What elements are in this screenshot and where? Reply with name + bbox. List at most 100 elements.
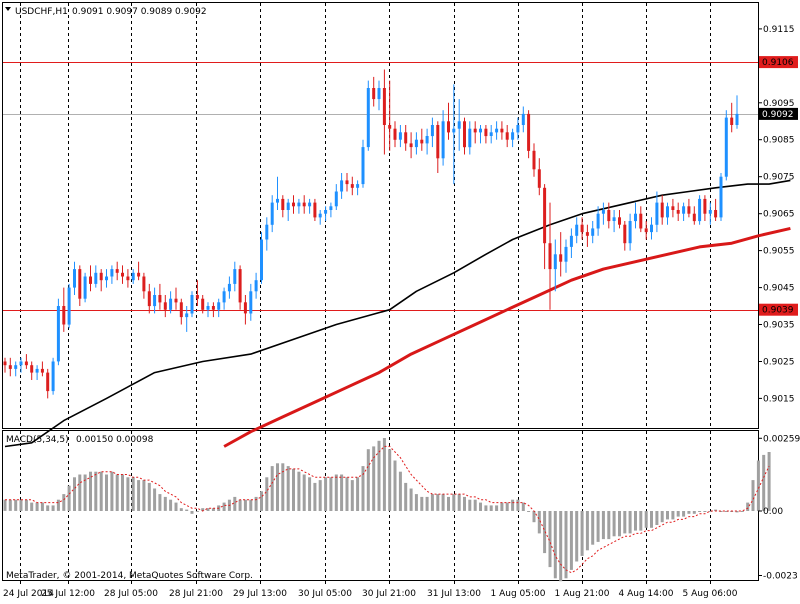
candle-body: [30, 365, 34, 373]
macd-bar: [24, 499, 28, 511]
candle-body: [564, 246, 568, 262]
candle-body: [671, 206, 675, 210]
macd-bar: [169, 499, 173, 511]
macd-bar: [447, 496, 450, 511]
macd-signal-line: [5, 445, 770, 574]
candle-body: [714, 210, 718, 218]
candle-body: [585, 232, 589, 236]
candle-body: [302, 202, 306, 207]
price-line-badge: [759, 56, 798, 69]
macd-bar: [105, 474, 108, 511]
macd-axis: 0.00259 0.00 -0.0023: [758, 434, 800, 582]
macd-bar: [356, 477, 360, 511]
moving-averages: [4, 179, 791, 448]
time-label: 28 Jul 21:00: [169, 589, 223, 599]
macd-bar: [8, 499, 12, 511]
macd-bar: [313, 482, 317, 511]
candle-body: [243, 302, 247, 314]
macd-bar: [3, 499, 7, 511]
candle-body: [222, 291, 226, 303]
macd-bar: [19, 499, 23, 511]
candle-body: [73, 269, 76, 288]
time-label: 28 Jul 05:00: [104, 589, 158, 599]
macd-bar: [366, 449, 370, 511]
macd-bar: [382, 438, 386, 511]
candle-body: [345, 180, 349, 185]
candle-body: [115, 269, 119, 273]
candle-body: [121, 272, 124, 277]
macd-bar: [115, 474, 119, 511]
candle-body: [687, 206, 691, 214]
macd-bar: [158, 494, 162, 511]
macd-bar: [62, 494, 66, 511]
collapse-arrow-icon[interactable]: [5, 7, 11, 11]
macd-bar: [618, 511, 621, 537]
macd-bar: [222, 502, 226, 511]
candle-body: [169, 298, 173, 310]
price-tick-label: 0.9095: [763, 99, 795, 109]
macd-bar: [463, 496, 466, 511]
candle-body: [463, 121, 466, 148]
macd-bar: [388, 449, 392, 511]
macd-bar: [623, 511, 627, 534]
macd-bar: [56, 499, 60, 511]
macd-bar: [324, 477, 328, 511]
candle-body: [366, 88, 370, 148]
bid-price-badge-label: 0.9092: [762, 110, 794, 120]
price-line-badge: [759, 303, 798, 316]
macd-bar: [484, 505, 488, 511]
macd-bar: [238, 499, 242, 511]
macd-bar: [195, 511, 199, 512]
candle-body: [447, 121, 450, 133]
candle-body: [217, 302, 221, 310]
time-label: 5 Aug 06:00: [683, 589, 738, 599]
candle-body: [105, 276, 108, 281]
candle-body: [260, 239, 263, 281]
time-label: 24 Jul 2014: [3, 589, 54, 599]
macd-bar: [302, 474, 306, 511]
macd-bar: [580, 511, 584, 556]
candle-body: [286, 202, 290, 210]
macd-bar: [660, 511, 664, 523]
macd-bar: [286, 466, 290, 511]
candle-body: [163, 302, 167, 310]
candle-body: [14, 365, 18, 369]
time-label: 1 Aug 05:00: [491, 589, 546, 599]
macd-bar: [548, 511, 552, 568]
macd-bar: [94, 471, 98, 511]
macd-bar: [249, 499, 253, 511]
candle-body: [388, 125, 392, 129]
macd-bar: [398, 471, 402, 511]
macd-bar: [329, 477, 333, 511]
candle-body: [548, 243, 552, 270]
macd-bar: [559, 511, 563, 582]
candle-body: [51, 361, 55, 392]
candle-body: [292, 202, 295, 207]
candle-body: [596, 213, 600, 229]
macd-bar: [292, 468, 295, 511]
candle-body: [24, 361, 28, 366]
candle-body: [158, 295, 162, 303]
price-tick-label: 0.9065: [763, 210, 795, 220]
macd-name-label: MACD(5,34,5): [6, 435, 69, 445]
macd-bar: [110, 471, 114, 511]
price-tick-label: 0.9025: [763, 358, 795, 368]
candle-body: [655, 202, 659, 225]
macd-bar: [553, 511, 557, 579]
candle-body: [206, 306, 210, 310]
macd-bar: [179, 508, 183, 511]
macd-bar: [297, 471, 301, 511]
candle-body: [425, 136, 429, 144]
candle-body: [190, 295, 194, 314]
macd-bar: [650, 511, 653, 528]
candle-body: [430, 125, 434, 137]
macd-bar: [708, 511, 712, 512]
macd-bar: [473, 499, 477, 511]
macd-bar: [276, 463, 279, 511]
price-tick-label: 0.9055: [763, 247, 795, 257]
macd-histogram: [3, 438, 771, 582]
symbol-label: USDCHF,H1: [15, 7, 68, 17]
candle-body: [67, 287, 71, 325]
